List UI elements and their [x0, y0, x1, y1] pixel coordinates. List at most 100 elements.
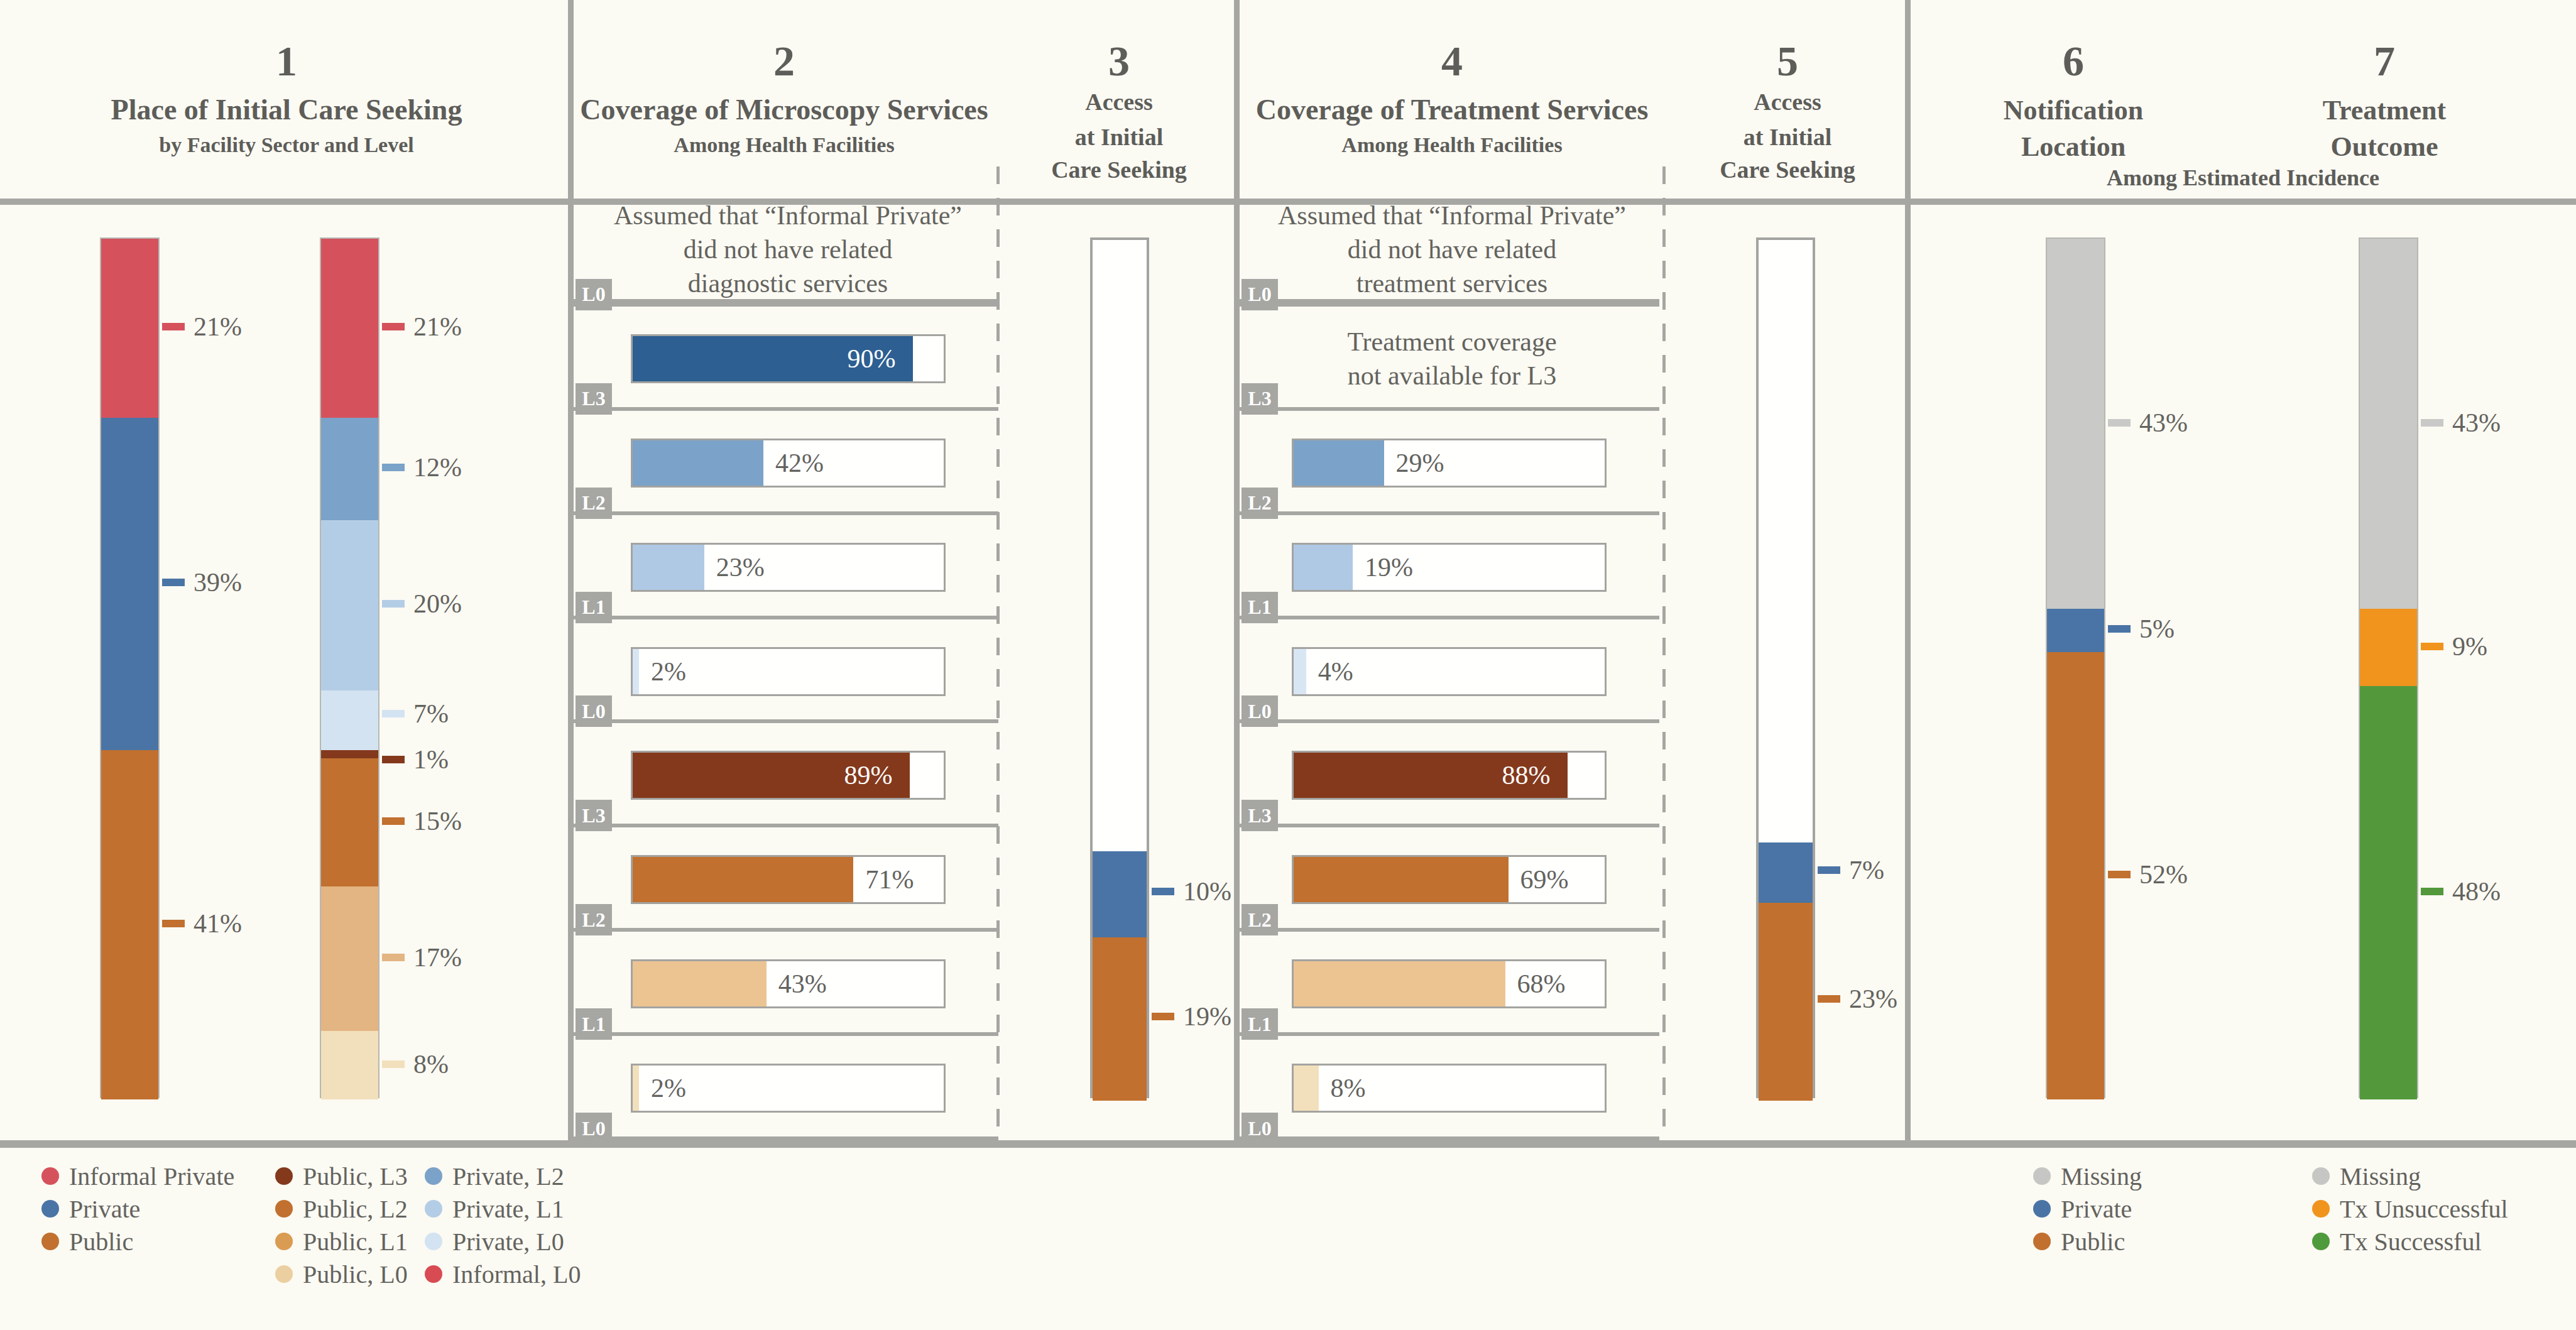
bar-segment-private-l0 [321, 690, 378, 750]
coverage-value-label: 8% [1331, 1073, 1366, 1103]
value-tick [382, 817, 405, 825]
level-label-l0-box: L0 [576, 695, 612, 727]
stacked-bar-by-sector-and-level [320, 237, 379, 1098]
bar-segment-private [1759, 842, 1813, 903]
value-label: 10% [1183, 876, 1231, 907]
row-separator-line [568, 616, 998, 619]
coverage-fill [633, 649, 639, 694]
coverage-value-label: 69% [1520, 864, 1569, 895]
value-label: 21% [413, 312, 462, 342]
row-separator-line [568, 1136, 998, 1140]
coverage-fill [633, 961, 767, 1006]
legend-sector-label: Informal Private [69, 1162, 234, 1191]
bar-segment-public-l3 [321, 750, 378, 759]
stacked-bar-access-treatment [1756, 237, 1815, 1098]
level-label-l0-box: L0 [576, 1113, 612, 1144]
level-label-l2-box: L2 [1242, 904, 1278, 935]
among-estimated-incidence-subtitle: Among Estimated Incidence [2107, 165, 2379, 191]
value-tick [1818, 995, 1840, 1003]
legend-private-levels-dot-private-l1 [425, 1200, 442, 1218]
coverage-value-label: 43% [778, 969, 827, 999]
level-label-l1-box: L1 [576, 592, 612, 623]
row-separator-line [1234, 616, 1659, 619]
value-label: 48% [2452, 876, 2501, 907]
value-label: 39% [194, 567, 242, 597]
panel-note-line: diagnostic services [688, 266, 888, 300]
coverage-track-private-l2 [1292, 439, 1607, 488]
coverage-fill [1294, 545, 1353, 590]
panel3-title-line1: Access [1085, 88, 1153, 116]
coverage-fill [633, 545, 704, 590]
value-tick [382, 1060, 405, 1068]
coverage-value-label: 29% [1396, 448, 1444, 478]
value-tick [162, 920, 185, 927]
bar-segment-tx-successful [2360, 686, 2417, 1099]
value-label: 21% [194, 312, 242, 342]
bar-segment-public [101, 750, 158, 1099]
panel-note-line: Assumed that “Informal Private” [614, 199, 962, 232]
value-tick [2421, 888, 2443, 895]
value-label: 23% [1849, 984, 1897, 1014]
panel1-title: Place of Initial Care Seeking [111, 93, 462, 126]
panel-note-line: Treatment coverage [1347, 325, 1556, 359]
level-label-l1-box: L1 [1242, 1008, 1278, 1040]
level-label-l0-box: L0 [576, 279, 612, 310]
bar-segment-tx-unsuccessful [2360, 609, 2417, 686]
panel3-number: 3 [1108, 36, 1130, 86]
stacked-bar-by-sector [100, 237, 160, 1098]
row-separator-line [1234, 928, 1659, 932]
value-tick [1152, 888, 1174, 895]
value-tick [2108, 625, 2131, 633]
bar-segment-missing [2047, 239, 2104, 609]
value-label: 19% [1183, 1001, 1231, 1032]
level-label-l0-box: L0 [1242, 695, 1278, 727]
row-separator-line [1234, 407, 1659, 411]
coverage-value-label: 68% [1517, 969, 1566, 999]
level-label-l0-box: L0 [1242, 1113, 1278, 1144]
care-cascade-figure: 1 Place of Initial Care Seeking by Facil… [0, 0, 2576, 1330]
panel5-title-line3: Care Seeking [1720, 156, 1855, 183]
panel6-number: 6 [2063, 36, 2084, 86]
bar-segment-missing [2360, 239, 2417, 609]
stacked-bar-access-microscopy [1090, 237, 1149, 1098]
bar-segment-public [1759, 903, 1813, 1101]
value-tick [2421, 643, 2443, 650]
legend-outcome-dot-tx-successful [2312, 1233, 2330, 1250]
bar-segment-private [2047, 609, 2104, 652]
panel6-title-line1: Notification [2004, 94, 2143, 126]
legend-private-levels-dot-private-l2 [425, 1167, 442, 1185]
level-label-l1-box: L1 [1242, 592, 1278, 623]
row-separator-line [568, 824, 998, 827]
panel5-title-line2: at Initial [1744, 123, 1831, 151]
value-tick [382, 954, 405, 961]
legend-public-levels-dot-public-l2 [275, 1200, 293, 1218]
level-label-l3-box: L3 [576, 383, 612, 415]
panel2-title: Coverage of Microscopy Services [580, 93, 988, 126]
value-tick [162, 579, 185, 586]
panel4-number: 4 [1441, 36, 1463, 86]
level-label-l1-box: L1 [576, 1008, 612, 1040]
coverage-fill [1294, 1066, 1319, 1111]
coverage-value-label: 88% [1292, 760, 1551, 790]
panel-note-line: Assumed that “Informal Private” [1278, 199, 1626, 232]
bar-segment-private-l1 [321, 520, 378, 690]
legend-notification-dot-missing [2033, 1167, 2051, 1185]
legend-private-levels-label: Private, L1 [452, 1194, 564, 1224]
row-separator-line [1234, 1136, 1659, 1140]
bar-segment-no-access [1093, 240, 1147, 851]
legend-public-levels-dot-public-l0 [275, 1265, 293, 1283]
value-label: 41% [194, 908, 242, 939]
bar-segment-private [1093, 851, 1147, 937]
value-tick [382, 323, 405, 330]
value-label: 1% [413, 744, 449, 775]
value-tick [2108, 871, 2131, 878]
legend-sector-label: Public [69, 1227, 133, 1256]
value-label: 17% [413, 942, 462, 973]
value-tick [2108, 419, 2131, 427]
row-separator-line [1234, 824, 1659, 827]
panel2-subtitle: Among Health Facilities [674, 133, 894, 157]
divider-panel5-6 [1905, 0, 1911, 1148]
coverage-value-label: 19% [1365, 552, 1413, 582]
legend-notification-label: Missing [2061, 1162, 2142, 1191]
bar-segment-public-l0 [321, 1031, 378, 1099]
